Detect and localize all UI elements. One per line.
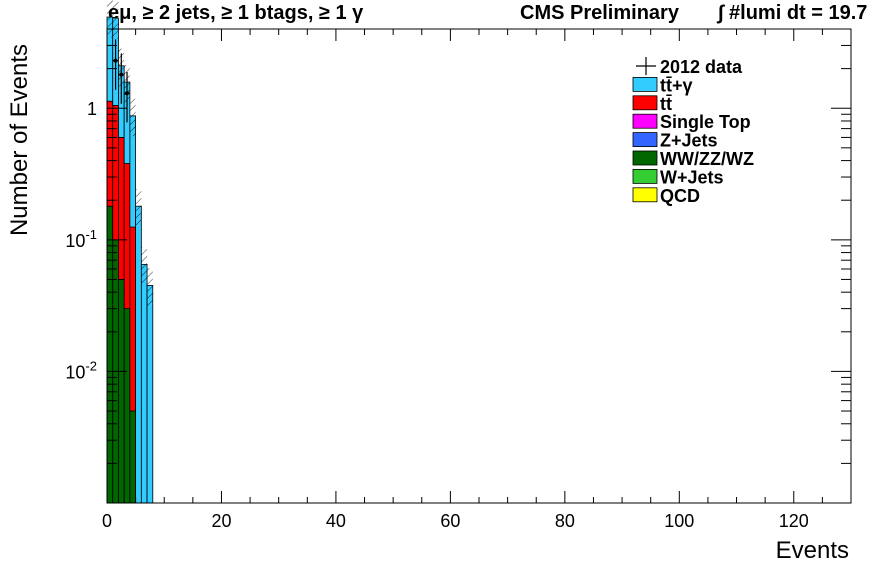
chart-title-center: CMS Preliminary xyxy=(520,2,679,24)
bar-1-1 xyxy=(112,105,119,241)
plot-frame xyxy=(106,28,852,504)
x-tick-label-2: 40 xyxy=(326,511,346,531)
x-axis-label: Events xyxy=(775,537,849,564)
bar-1-2 xyxy=(118,137,125,280)
bar-1-0 xyxy=(106,100,114,207)
legend-label-3: Single Top xyxy=(660,112,751,132)
x-tick-label-4: 80 xyxy=(555,511,575,531)
bar-0-2 xyxy=(118,279,125,504)
bar-2-7 xyxy=(146,285,154,504)
uncertainty-band-0 xyxy=(107,0,113,38)
x-tick-label-6: 120 xyxy=(779,511,809,531)
legend-swatch-5 xyxy=(632,150,658,166)
bar-2-5 xyxy=(135,205,142,504)
chart-title-left: eμ, ≥ 2 jets, ≥ 1 btags, ≥ 1 γ xyxy=(108,2,364,24)
uncertainty-band-5 xyxy=(135,189,142,227)
legend-label-1: tt̄+γ xyxy=(660,75,693,95)
legend-swatch-1 xyxy=(632,77,658,92)
bar-2-6 xyxy=(140,264,148,504)
legend-label-6: W+Jets xyxy=(660,167,724,187)
y-tick-label-2: 10-2 xyxy=(65,358,97,382)
bar-1-3 xyxy=(123,163,131,310)
data-point-1 xyxy=(119,72,124,77)
uncertainty-band-4 xyxy=(129,98,136,137)
legend-swatch-7 xyxy=(632,187,658,203)
legend-swatch-2 xyxy=(632,95,658,111)
legend-swatch-6 xyxy=(632,168,658,184)
x-tick-label-5: 100 xyxy=(664,511,694,531)
legend-swatch-3 xyxy=(632,113,658,129)
uncertainty-band-1 xyxy=(112,0,119,39)
legend-label-0: 2012 data xyxy=(660,57,743,77)
chart-title-right: ∫ #lumi dt = 19.7 xyxy=(718,2,868,24)
data-point-2 xyxy=(125,91,130,96)
uncertainty-band-6 xyxy=(141,247,148,285)
bar-0-4 xyxy=(129,410,137,504)
legend-label-5: WW/ZZ/WZ xyxy=(660,149,754,169)
legend-label-2: tt̄ xyxy=(660,94,672,114)
legend-label-4: Z+Jets xyxy=(660,131,718,151)
legend-label-7: QCD xyxy=(660,186,700,206)
x-tick-label-3: 60 xyxy=(440,511,460,531)
bar-1-4 xyxy=(129,226,137,412)
bar-0-0 xyxy=(106,205,114,504)
uncertainty-band-7 xyxy=(147,268,153,306)
legend-swatch-4 xyxy=(632,132,658,148)
y-tick-label-0: 1 xyxy=(87,99,97,119)
data-point-0 xyxy=(113,58,118,63)
bar-0-3 xyxy=(123,308,131,504)
y-tick-label-1: 10-1 xyxy=(65,227,97,251)
x-tick-label-0: 0 xyxy=(102,511,112,531)
x-tick-label-1: 20 xyxy=(211,511,231,531)
